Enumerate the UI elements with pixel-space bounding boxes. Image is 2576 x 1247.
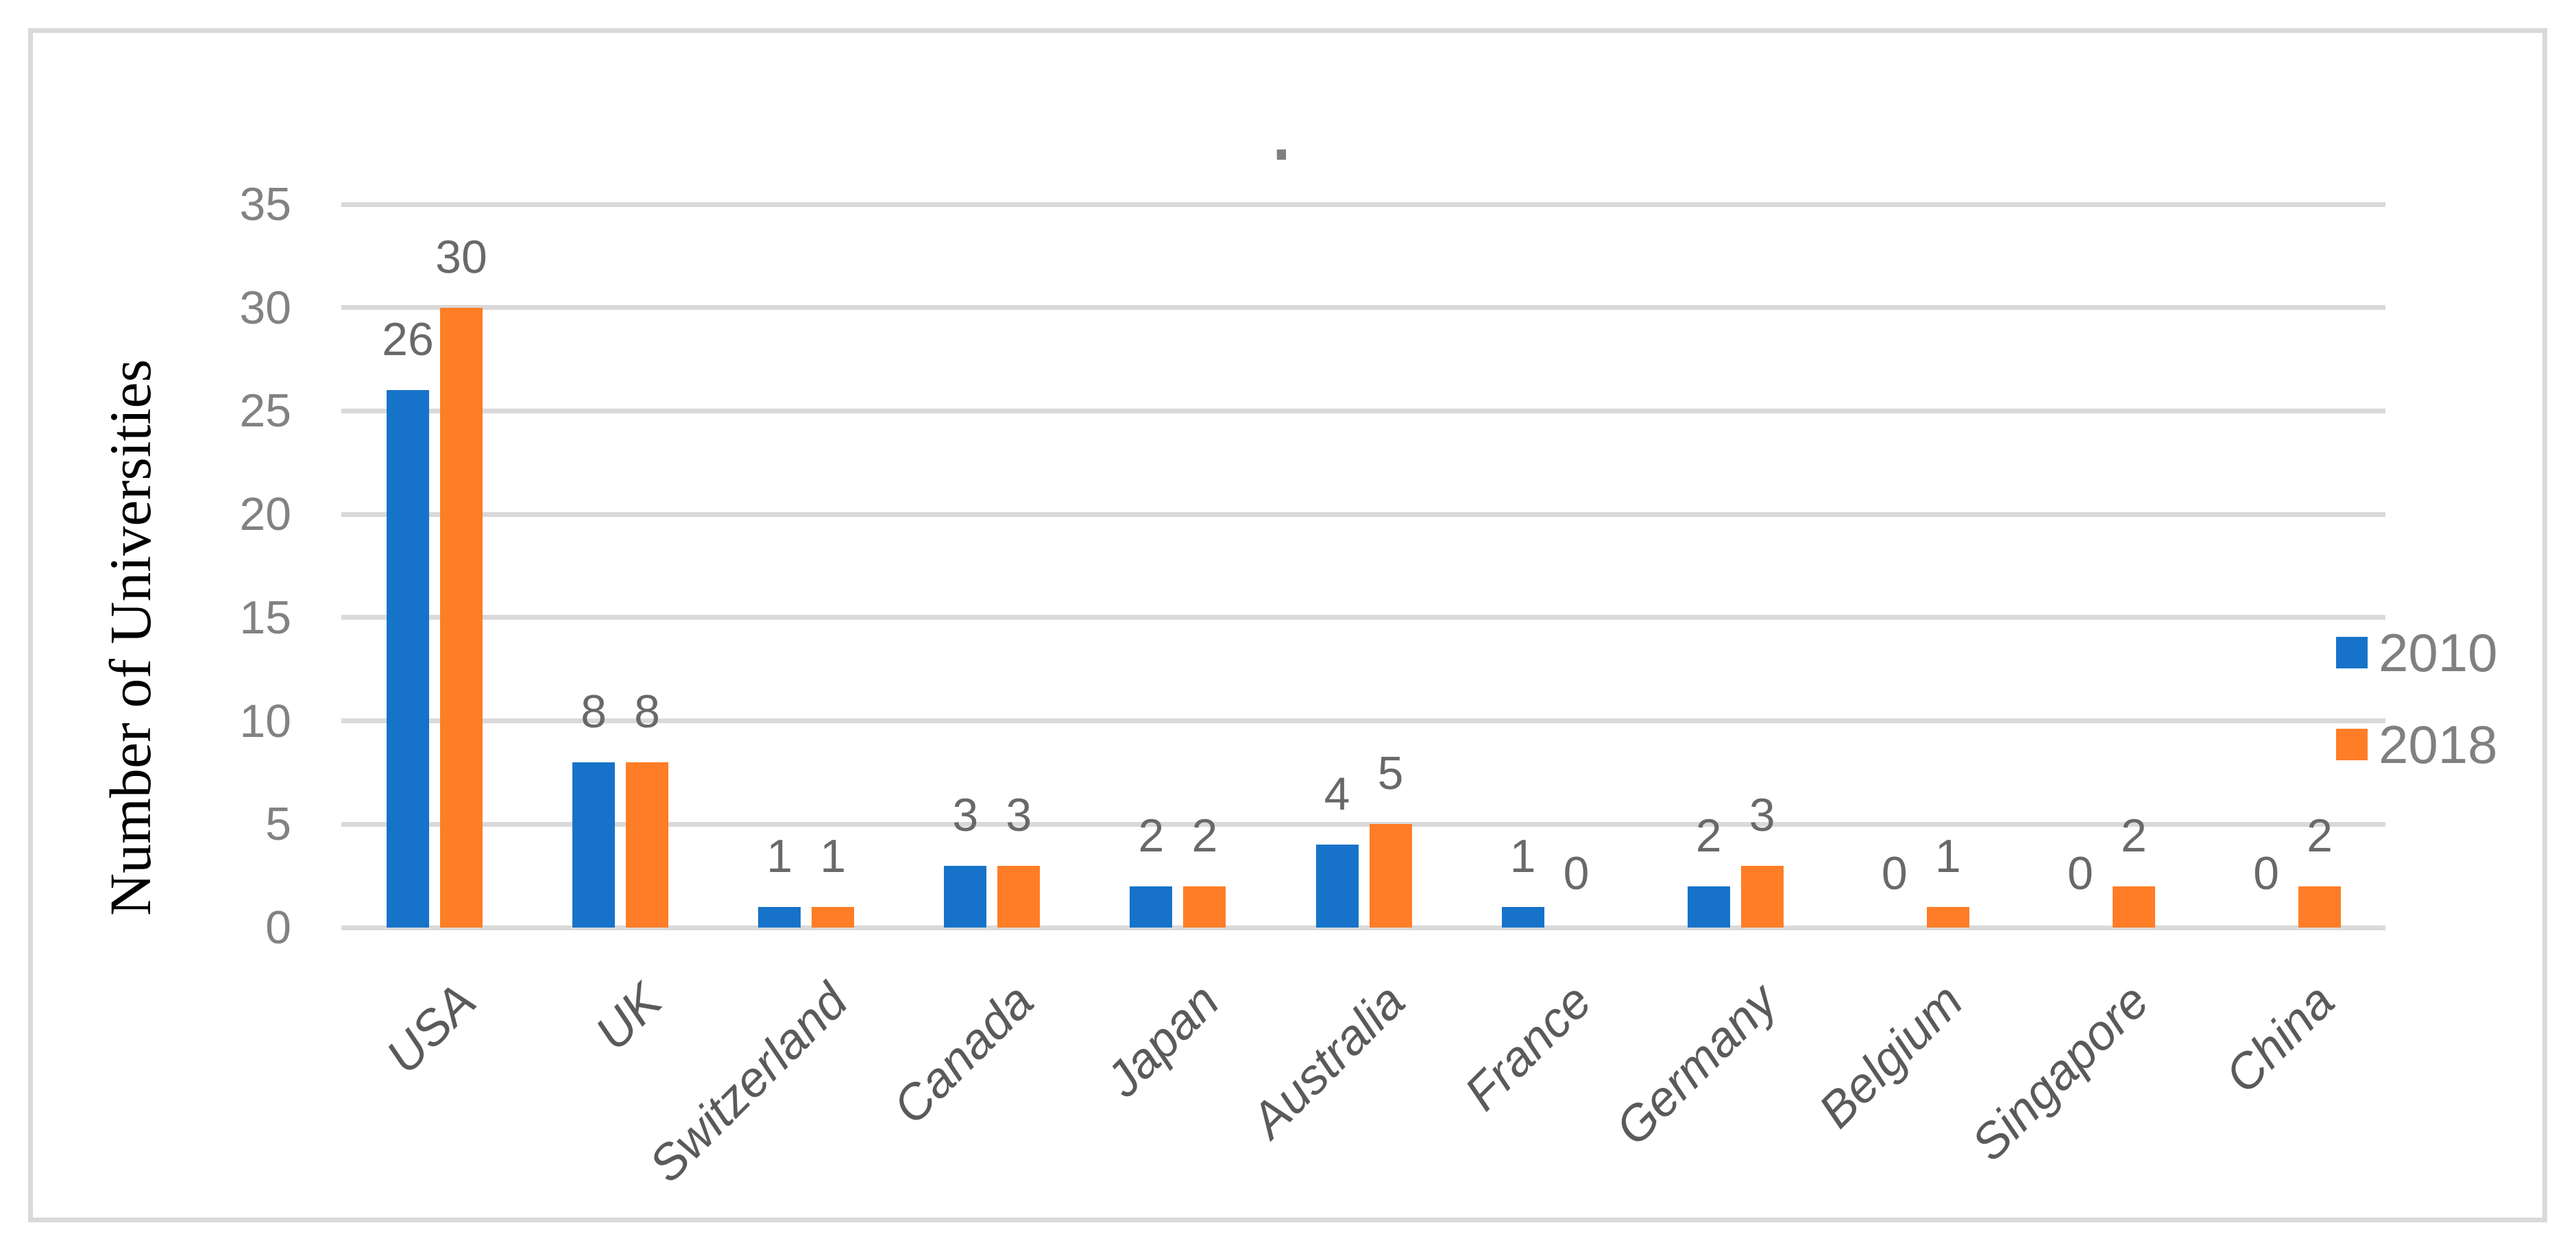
y-tick-label: 35 xyxy=(239,178,291,230)
data-label-2010-japan: 2 xyxy=(1138,809,1165,862)
y-tick-label: 10 xyxy=(239,694,291,747)
data-label-2010-switzerland: 1 xyxy=(766,830,793,882)
y-tick-label: 30 xyxy=(239,281,291,334)
data-label-2010-singapore: 0 xyxy=(2067,847,2093,899)
data-label-2010-canada: 3 xyxy=(952,788,979,841)
data-label-2018-china: 2 xyxy=(2307,809,2333,862)
bar-2010-australia xyxy=(1315,845,1359,928)
gridline xyxy=(341,305,2385,311)
data-label-2018-canada: 3 xyxy=(1006,788,1032,841)
bar-2018-belgium xyxy=(1926,906,1969,928)
bar-2010-france xyxy=(1501,906,1544,928)
bar-2010-canada xyxy=(944,865,987,928)
data-label-2018-japan: 2 xyxy=(1191,809,1218,862)
x-axis-line xyxy=(341,925,2385,930)
y-axis-title: Number of Universities xyxy=(97,359,163,917)
data-label-2018-uk: 8 xyxy=(634,685,661,738)
gridline xyxy=(341,202,2385,207)
data-label-2010-france: 1 xyxy=(1509,830,1536,882)
data-label-2018-usa: 30 xyxy=(435,230,487,283)
bar-2010-switzerland xyxy=(758,906,801,928)
y-tick-label: 25 xyxy=(239,385,291,437)
gridline xyxy=(341,408,2385,413)
bar-2010-germany xyxy=(1687,886,1730,928)
data-label-2010-usa: 26 xyxy=(382,313,434,366)
data-label-2010-australia: 4 xyxy=(1324,768,1350,821)
data-label-2018-belgium: 1 xyxy=(1934,830,1961,882)
bar-2018-singapore xyxy=(2112,886,2155,928)
bar-2018-uk xyxy=(626,762,669,928)
chart-title: . xyxy=(1268,73,1295,180)
legend-label-2018: 2018 xyxy=(2379,714,2498,775)
y-tick-label: 0 xyxy=(265,901,291,954)
bar-2018-china xyxy=(2298,886,2341,928)
gridline xyxy=(341,615,2385,620)
legend-swatch-2018 xyxy=(2336,729,2368,760)
data-label-2010-belgium: 0 xyxy=(1881,847,1908,899)
data-label-2018-switzerland: 1 xyxy=(820,830,847,882)
gridline xyxy=(341,821,2385,827)
gridline xyxy=(341,511,2385,517)
bar-2010-usa xyxy=(387,390,429,928)
bar-2018-usa xyxy=(440,307,483,928)
data-label-2018-france: 0 xyxy=(1563,847,1590,899)
data-label-2010-uk: 8 xyxy=(581,685,607,738)
gridline xyxy=(341,718,2385,724)
bar-2010-uk xyxy=(572,762,616,928)
y-tick-label: 5 xyxy=(265,798,291,851)
legend-swatch-2010 xyxy=(2336,637,2368,668)
chart-border xyxy=(28,28,2547,1222)
y-tick-label: 15 xyxy=(239,591,291,644)
legend-label-2010: 2010 xyxy=(2379,622,2498,683)
y-tick-label: 20 xyxy=(239,488,291,541)
bar-2018-canada xyxy=(997,865,1041,928)
bar-2018-japan xyxy=(1183,886,1226,928)
data-label-2018-australia: 5 xyxy=(1377,747,1404,800)
data-label-2018-singapore: 2 xyxy=(2120,809,2147,862)
bar-2018-australia xyxy=(1369,824,1412,928)
bar-2010-japan xyxy=(1130,886,1173,928)
bar-2018-switzerland xyxy=(812,906,855,928)
bar-2018-germany xyxy=(1740,865,1784,928)
data-label-2018-germany: 3 xyxy=(1749,788,1775,841)
data-label-2010-china: 0 xyxy=(2253,847,2279,899)
data-label-2010-germany: 2 xyxy=(1695,809,1722,862)
